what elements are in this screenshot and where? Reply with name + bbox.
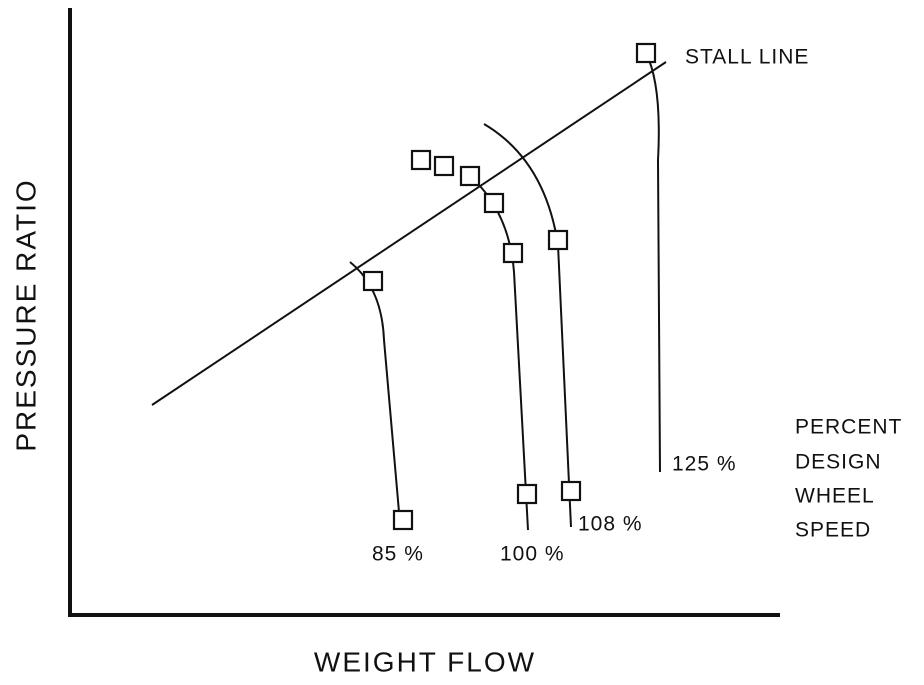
point xyxy=(560,480,582,502)
test-points xyxy=(362,42,657,531)
point xyxy=(362,270,384,292)
point xyxy=(516,483,538,505)
legend-line: DESIGN xyxy=(795,451,882,474)
speed-line-85 xyxy=(349,261,400,513)
speed-label: 125 % xyxy=(672,453,737,476)
speed-line-108 xyxy=(483,123,572,528)
point xyxy=(635,42,657,64)
stall-line-label: STALL LINE xyxy=(685,46,809,69)
point xyxy=(483,192,505,214)
legend-line: SPEED xyxy=(795,519,871,542)
legend-line: WHEEL xyxy=(795,485,875,508)
speed-line-125 xyxy=(645,52,661,473)
point xyxy=(459,165,481,187)
speed-line-100 xyxy=(479,185,529,531)
speed-label: 100 % xyxy=(500,543,565,566)
x-axis-label: WEIGHT FLOW xyxy=(314,646,536,677)
point xyxy=(392,509,414,531)
point xyxy=(547,229,569,251)
point xyxy=(433,155,455,177)
point xyxy=(410,149,432,171)
point xyxy=(502,242,524,264)
speed-label: 85 % xyxy=(372,543,424,566)
stall-line xyxy=(151,61,667,406)
axes xyxy=(68,8,780,617)
speed-label: 108 % xyxy=(578,513,643,536)
y-axis-label: PRESSURE RATIO xyxy=(10,178,41,451)
legend-line: PERCENT xyxy=(795,416,902,439)
